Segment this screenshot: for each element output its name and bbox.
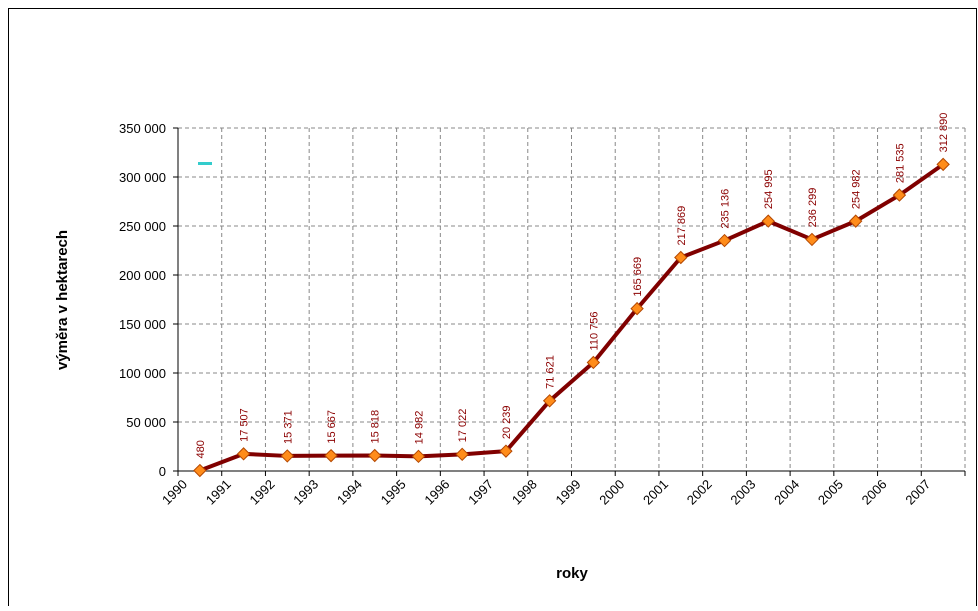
- y-tick-label: 250 000: [119, 219, 166, 234]
- x-tick-label: 1997: [465, 477, 496, 508]
- chart-frame: [8, 8, 977, 611]
- x-tick-label: 2006: [859, 477, 890, 508]
- data-point: [936, 157, 950, 172]
- x-tick-label: 1996: [421, 477, 452, 508]
- x-tick-label: 1995: [378, 477, 409, 508]
- data-point: [455, 447, 469, 462]
- data-point: [630, 301, 644, 316]
- data-label: 20 239: [501, 406, 513, 440]
- data-point: [892, 188, 907, 202]
- data-label: 254 995: [763, 169, 775, 209]
- x-tick-label: 1991: [203, 477, 234, 508]
- x-tick-label: 1993: [290, 477, 321, 508]
- x-tick-label: 2002: [684, 477, 715, 508]
- data-label: 312 890: [938, 113, 950, 153]
- data-point: [848, 214, 863, 228]
- data-label: 17 507: [239, 408, 251, 442]
- data-point: [761, 214, 775, 228]
- data-label: 110 756: [588, 312, 600, 351]
- data-label: 235 136: [720, 189, 732, 229]
- legend-key: [198, 162, 212, 165]
- x-tick-label: 2005: [815, 477, 846, 508]
- x-tick-label: 1994: [334, 477, 365, 508]
- y-tick-label: 150 000: [119, 317, 166, 332]
- data-point: [324, 448, 338, 463]
- x-axis-title: roky: [556, 565, 588, 582]
- data-point: [193, 463, 207, 478]
- x-tick-label: 1990: [159, 477, 190, 508]
- x-tick-label: 2004: [771, 477, 802, 508]
- data-label: 236 299: [807, 188, 819, 228]
- y-tick-label: 50 000: [126, 415, 166, 430]
- x-tick-label: 2001: [640, 477, 671, 508]
- data-point: [411, 449, 426, 464]
- x-tick-label: 1992: [247, 477, 278, 508]
- y-axis-title: výměra v hektarech: [54, 230, 71, 370]
- x-tick-label: 2007: [902, 477, 933, 508]
- y-tick-label: 200 000: [119, 268, 166, 283]
- data-label: 281 535: [894, 143, 906, 183]
- data-label: 14 982: [413, 411, 425, 445]
- data-point: [805, 232, 819, 247]
- data-label: 15 371: [282, 410, 294, 444]
- data-label: 71 621: [545, 355, 557, 389]
- x-tick-label: 2003: [727, 477, 758, 508]
- data-point: [542, 394, 557, 408]
- data-label: 217 869: [676, 206, 688, 246]
- x-tick-label: 1998: [509, 477, 540, 508]
- x-tick-label: 1999: [553, 477, 584, 508]
- data-label: 15 818: [370, 410, 382, 444]
- data-point: [368, 448, 382, 463]
- data-label: 480: [195, 440, 207, 458]
- y-tick-label: 300 000: [119, 170, 166, 185]
- y-tick-label: 350 000: [119, 121, 166, 136]
- y-tick-label: 100 000: [119, 366, 166, 381]
- x-tick-label: 2000: [596, 477, 627, 508]
- y-tick-label: 0: [159, 464, 166, 479]
- series-line: [199, 162, 945, 473]
- data-point: [280, 449, 295, 463]
- data-label: 254 982: [851, 169, 863, 209]
- data-label: 17 022: [457, 409, 469, 443]
- data-point: [717, 233, 732, 248]
- data-point: [586, 355, 601, 370]
- data-label: 165 669: [632, 257, 644, 297]
- data-label: 15 667: [326, 410, 338, 444]
- data-point: [499, 444, 513, 458]
- data-point: [236, 447, 251, 461]
- data-point: [674, 250, 688, 265]
